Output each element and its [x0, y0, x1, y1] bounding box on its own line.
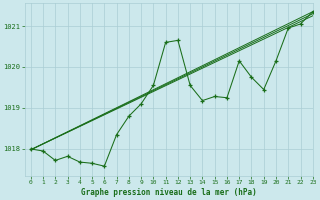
X-axis label: Graphe pression niveau de la mer (hPa): Graphe pression niveau de la mer (hPa)	[81, 188, 257, 197]
